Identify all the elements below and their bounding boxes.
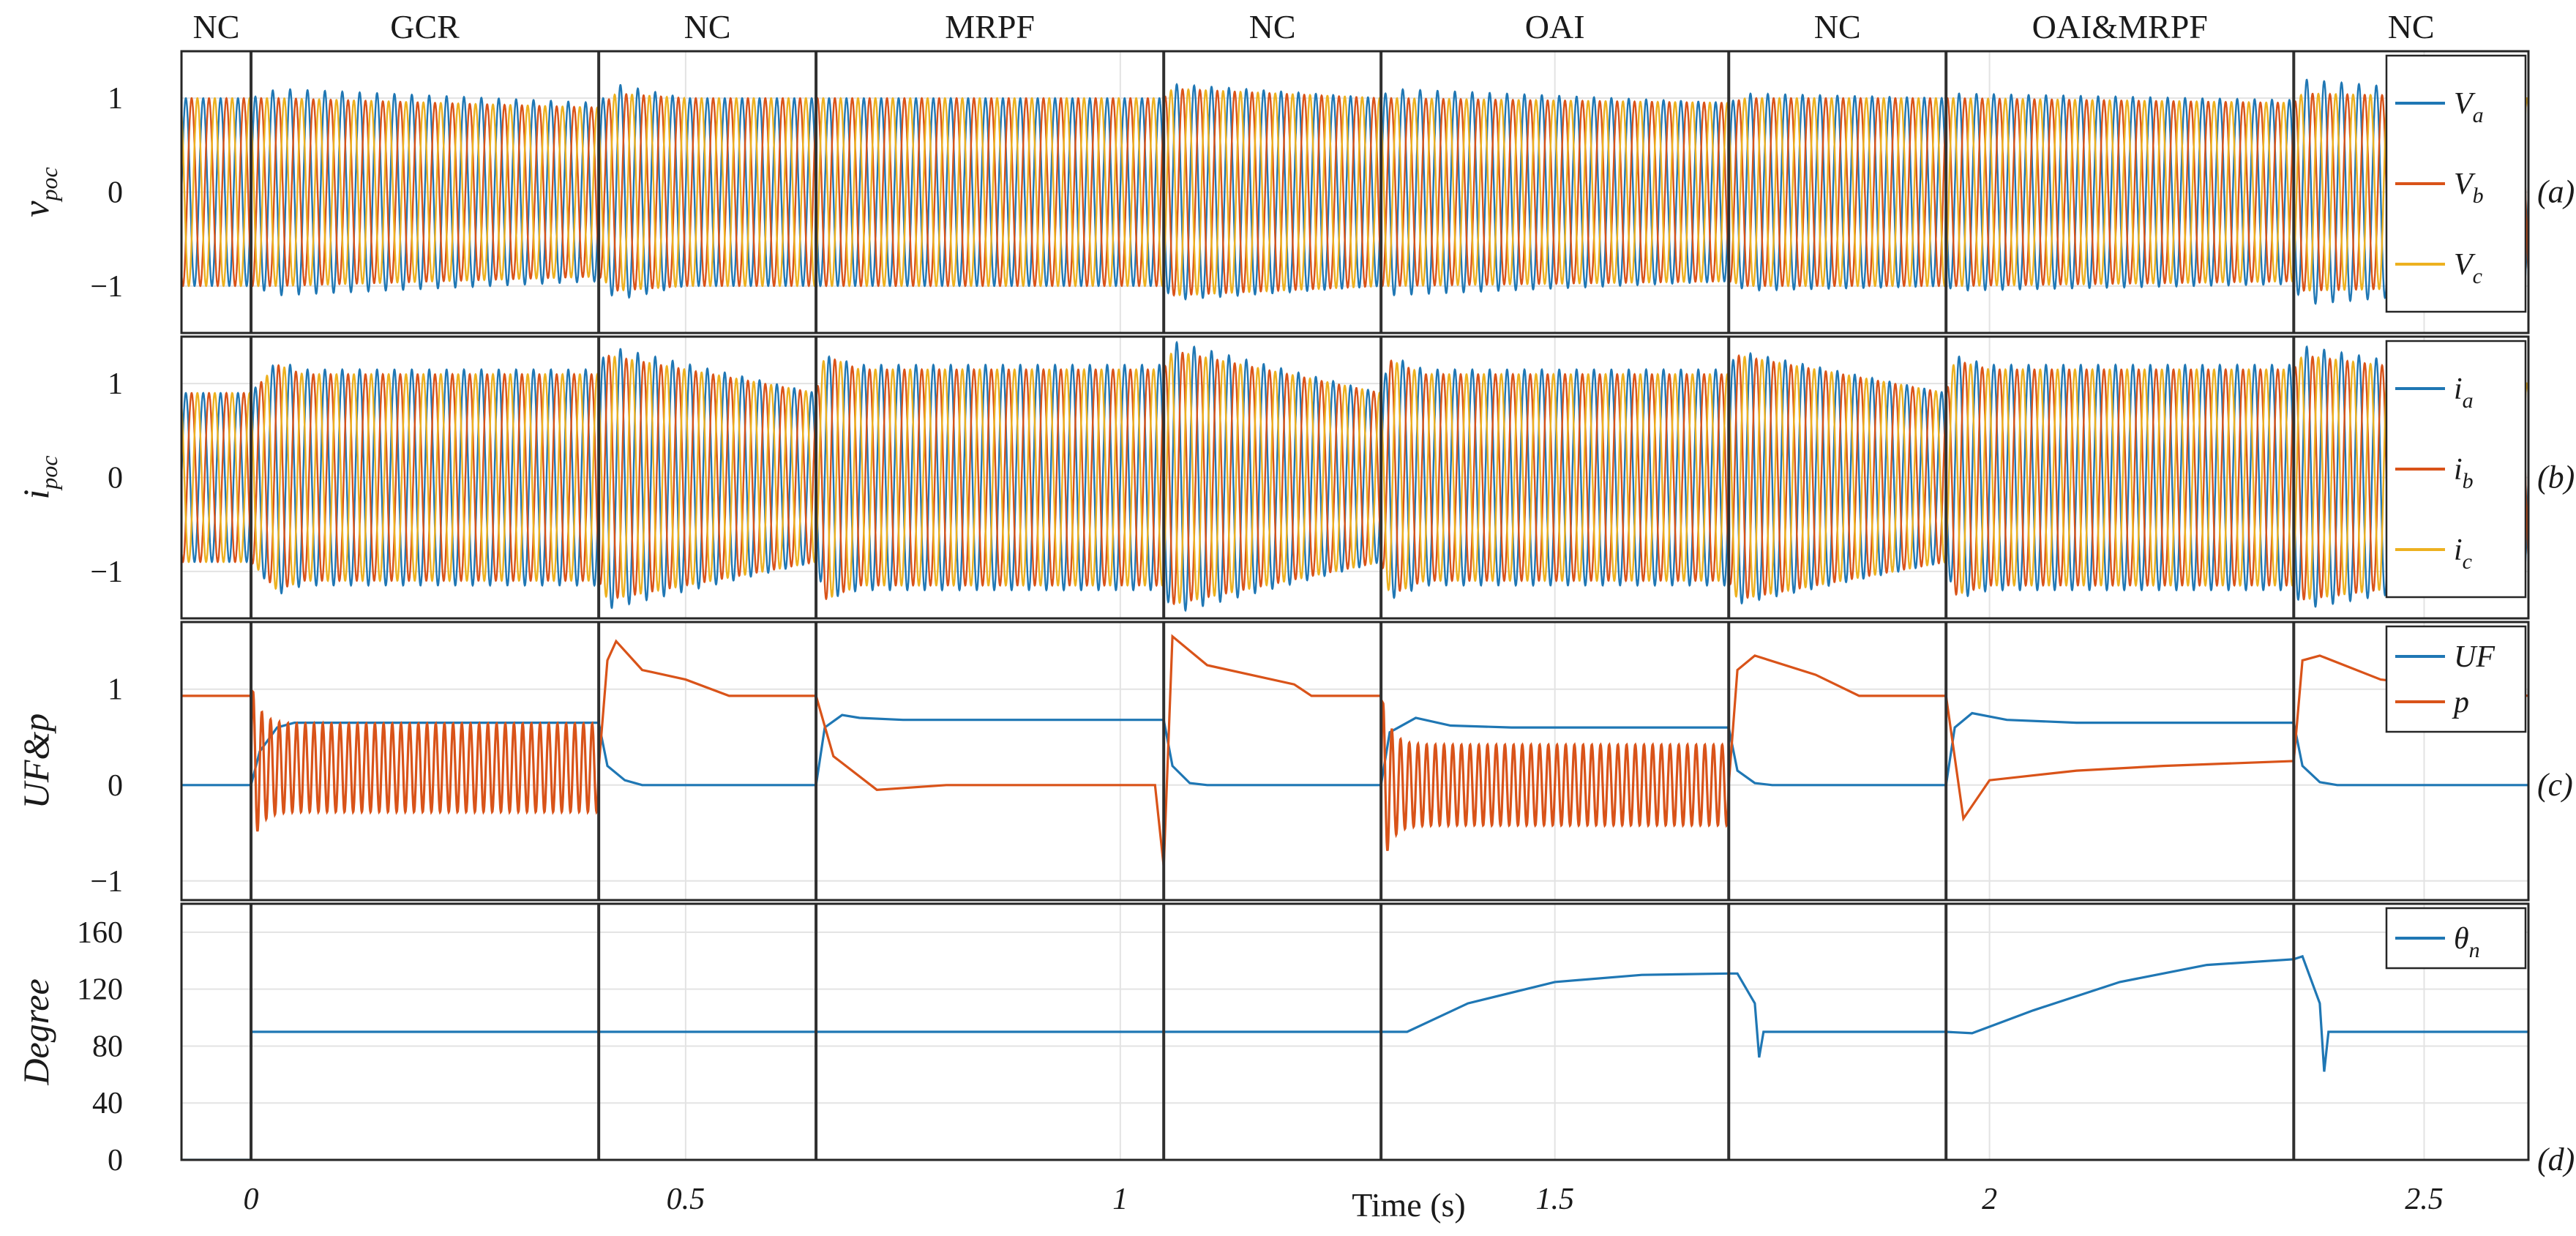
y-tick-label: 80 (92, 1030, 123, 1063)
series-line-b-c (181, 352, 2528, 604)
y-tick-label: 0 (108, 462, 123, 495)
y-tick-label: −1 (90, 555, 123, 589)
series-line-a-a (181, 78, 2528, 305)
axes-frame-d (180, 902, 2530, 1161)
series-line-a-b (181, 88, 2528, 297)
segment-label: GCR (390, 8, 460, 45)
segment-label: MRPF (945, 8, 1035, 45)
y-tick-label: −1 (90, 865, 123, 899)
panel-tag: (c) (2537, 767, 2573, 803)
y-tick-label: 1 (108, 673, 123, 707)
panel-tag: (b) (2537, 460, 2575, 495)
axes-frame-a (180, 50, 2530, 334)
segment-label: NC (1249, 8, 1296, 45)
segment-label: OAI (1525, 8, 1585, 45)
segment-label: NC (193, 8, 240, 45)
series-line-d-n (181, 954, 2528, 1160)
y-tick-label: 0 (108, 176, 123, 210)
segment-label: NC (1814, 8, 1861, 45)
x-axis-label: Time (s) (1352, 1186, 1466, 1224)
legend-entry: ib (2454, 453, 2474, 493)
axes-frame-b (180, 335, 2530, 620)
y-axis-label: Degree (15, 978, 56, 1085)
legend-entry: Va (2454, 87, 2484, 127)
legend-entry: ic (2454, 533, 2472, 574)
labels-layer: NC GCR NC MRPF NC OAI NC OAI&MRPF NC 0 0.5 1 1.5 2 2.5… (15, 8, 2575, 1224)
legend-entry: Vb (2454, 168, 2484, 208)
y-tick-label: 0 (108, 1144, 123, 1177)
panel-tag: (a) (2537, 174, 2575, 210)
legend-entry: UF (2454, 640, 2495, 674)
y-axis-label: ipoc (15, 455, 62, 499)
y-tick-label: 1 (108, 82, 123, 116)
x-tick-label: 2.5 (2405, 1183, 2444, 1216)
x-tick-label: 1.5 (1535, 1183, 1574, 1216)
panel-tag: (d) (2537, 1142, 2575, 1177)
y-tick-label: 160 (77, 916, 123, 950)
x-tick-label: 2 (1982, 1183, 1997, 1216)
legend-entry: Vc (2454, 248, 2482, 288)
series-line-b-a (181, 340, 2528, 613)
series-line-b-b (181, 351, 2528, 605)
y-tick-label: 0 (108, 769, 123, 803)
legend-entry: θn (2454, 922, 2480, 962)
x-tick-label: 0 (244, 1183, 259, 1216)
axes-frame-c (180, 621, 2530, 902)
legend-box-c (2385, 625, 2527, 733)
segment-label: OAI&MRPF (2032, 8, 2208, 45)
segment-label: NC (684, 8, 731, 45)
y-tick-label: 1 (108, 367, 123, 401)
legend-entry: ia (2454, 372, 2474, 413)
y-tick-label: 40 (92, 1087, 123, 1120)
y-tick-label: −1 (90, 270, 123, 304)
y-tick-label: 120 (77, 973, 123, 1007)
y-axis-label: UF&p (15, 713, 56, 809)
legends-layer: Va Vb Vc ia ib ic UF p θn (2385, 54, 2527, 970)
legend-entry: p (2452, 686, 2469, 719)
y-axis-label: vpoc (15, 167, 62, 217)
x-tick-label: 1 (1112, 1183, 1128, 1216)
x-tick-label: 0.5 (667, 1183, 705, 1216)
segment-label: NC (2388, 8, 2435, 45)
data-layer (181, 78, 2528, 1160)
segment-dividers (250, 51, 2296, 1160)
axes-frames (180, 50, 2530, 1161)
series-line-c-p (181, 634, 2528, 867)
series-line-a-c (181, 88, 2528, 296)
